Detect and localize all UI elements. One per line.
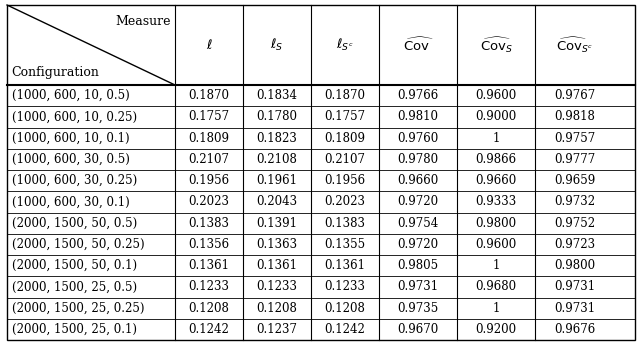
Text: 0.9680: 0.9680 <box>476 280 516 293</box>
Text: 0.1363: 0.1363 <box>257 238 298 251</box>
Text: 0.9818: 0.9818 <box>554 110 595 124</box>
Text: 0.1361: 0.1361 <box>257 259 298 272</box>
Text: 0.1809: 0.1809 <box>324 132 365 145</box>
Text: 0.1233: 0.1233 <box>257 280 298 293</box>
Text: 0.9800: 0.9800 <box>554 259 595 272</box>
Text: 0.2023: 0.2023 <box>189 195 230 208</box>
Text: 0.9766: 0.9766 <box>397 89 438 102</box>
Text: 0.9660: 0.9660 <box>397 174 438 187</box>
Text: 0.1242: 0.1242 <box>324 323 365 336</box>
Text: 0.2043: 0.2043 <box>257 195 298 208</box>
Text: Configuration: Configuration <box>11 66 99 79</box>
Text: 0.1361: 0.1361 <box>324 259 365 272</box>
Text: 0.9600: 0.9600 <box>476 89 516 102</box>
Text: 0.1356: 0.1356 <box>188 238 230 251</box>
Text: (2000, 1500, 25, 0.5): (2000, 1500, 25, 0.5) <box>12 280 137 293</box>
Text: 1: 1 <box>492 132 500 145</box>
Text: 0.9777: 0.9777 <box>554 153 595 166</box>
Text: (2000, 1500, 25, 0.1): (2000, 1500, 25, 0.1) <box>12 323 137 336</box>
Text: (2000, 1500, 50, 0.5): (2000, 1500, 50, 0.5) <box>12 217 137 230</box>
Text: 0.1391: 0.1391 <box>257 217 298 230</box>
Text: 0.1208: 0.1208 <box>324 302 365 315</box>
Text: 0.9810: 0.9810 <box>397 110 438 124</box>
Text: 0.2107: 0.2107 <box>324 153 365 166</box>
Text: 0.9735: 0.9735 <box>397 302 438 315</box>
Text: 0.1237: 0.1237 <box>257 323 298 336</box>
Text: 0.9720: 0.9720 <box>397 195 438 208</box>
Text: 0.9670: 0.9670 <box>397 323 438 336</box>
Text: 0.9757: 0.9757 <box>554 132 595 145</box>
Text: 0.9600: 0.9600 <box>476 238 516 251</box>
Text: (2000, 1500, 25, 0.25): (2000, 1500, 25, 0.25) <box>12 302 145 315</box>
Text: 0.9660: 0.9660 <box>476 174 516 187</box>
Text: (1000, 600, 30, 0.1): (1000, 600, 30, 0.1) <box>12 195 130 208</box>
Text: 0.9731: 0.9731 <box>397 280 438 293</box>
Text: 0.1208: 0.1208 <box>189 302 229 315</box>
Text: 0.1870: 0.1870 <box>324 89 365 102</box>
Text: (1000, 600, 10, 0.1): (1000, 600, 10, 0.1) <box>12 132 130 145</box>
Text: 0.2108: 0.2108 <box>257 153 298 166</box>
Text: $\widehat{\mathrm{Cov}}_{S^c}$: $\widehat{\mathrm{Cov}}_{S^c}$ <box>556 35 593 55</box>
Text: 0.2023: 0.2023 <box>324 195 365 208</box>
Text: 0.9720: 0.9720 <box>397 238 438 251</box>
Text: 0.1823: 0.1823 <box>257 132 298 145</box>
Text: 0.1757: 0.1757 <box>324 110 365 124</box>
Text: (1000, 600, 10, 0.25): (1000, 600, 10, 0.25) <box>12 110 137 124</box>
Text: 0.9767: 0.9767 <box>554 89 595 102</box>
Text: 0.9752: 0.9752 <box>554 217 595 230</box>
Text: 0.1757: 0.1757 <box>188 110 230 124</box>
Text: 1: 1 <box>492 259 500 272</box>
Text: $\ell_{S^c}$: $\ell_{S^c}$ <box>336 37 354 53</box>
Text: 0.1233: 0.1233 <box>324 280 365 293</box>
Text: 0.9732: 0.9732 <box>554 195 595 208</box>
Text: 0.1361: 0.1361 <box>189 259 230 272</box>
Text: 0.1870: 0.1870 <box>189 89 230 102</box>
Text: 0.9659: 0.9659 <box>554 174 595 187</box>
Text: 1: 1 <box>492 302 500 315</box>
Text: 0.1961: 0.1961 <box>257 174 298 187</box>
Text: (1000, 600, 30, 0.25): (1000, 600, 30, 0.25) <box>12 174 137 187</box>
Text: 0.9731: 0.9731 <box>554 302 595 315</box>
Text: 0.9866: 0.9866 <box>476 153 516 166</box>
Text: 0.9200: 0.9200 <box>476 323 516 336</box>
Text: 0.1233: 0.1233 <box>189 280 230 293</box>
Text: 0.9780: 0.9780 <box>397 153 438 166</box>
Text: 0.1355: 0.1355 <box>324 238 365 251</box>
Text: (1000, 600, 10, 0.5): (1000, 600, 10, 0.5) <box>12 89 130 102</box>
Text: 0.1383: 0.1383 <box>189 217 230 230</box>
Text: (2000, 1500, 50, 0.25): (2000, 1500, 50, 0.25) <box>12 238 145 251</box>
Text: 0.1956: 0.1956 <box>324 174 365 187</box>
Text: 0.9800: 0.9800 <box>476 217 516 230</box>
Text: 0.9760: 0.9760 <box>397 132 438 145</box>
Text: $\widehat{\mathrm{Cov}}_S$: $\widehat{\mathrm{Cov}}_S$ <box>479 35 513 55</box>
Text: 0.1834: 0.1834 <box>257 89 298 102</box>
Text: 0.9731: 0.9731 <box>554 280 595 293</box>
Text: 0.1780: 0.1780 <box>257 110 298 124</box>
Text: $\widehat{\mathrm{Cov}}$: $\widehat{\mathrm{Cov}}$ <box>403 36 433 54</box>
Text: (1000, 600, 30, 0.5): (1000, 600, 30, 0.5) <box>12 153 130 166</box>
Text: 0.9723: 0.9723 <box>554 238 595 251</box>
Text: 0.1956: 0.1956 <box>188 174 230 187</box>
Text: $\ell$: $\ell$ <box>205 38 212 52</box>
Text: 0.1383: 0.1383 <box>324 217 365 230</box>
Text: (2000, 1500, 50, 0.1): (2000, 1500, 50, 0.1) <box>12 259 137 272</box>
Text: 0.9805: 0.9805 <box>397 259 438 272</box>
Text: 0.9333: 0.9333 <box>476 195 516 208</box>
Text: 0.2107: 0.2107 <box>189 153 230 166</box>
Text: 0.9754: 0.9754 <box>397 217 438 230</box>
Text: 0.1242: 0.1242 <box>189 323 229 336</box>
Text: 0.9676: 0.9676 <box>554 323 595 336</box>
Text: 0.1208: 0.1208 <box>257 302 298 315</box>
Text: Measure: Measure <box>115 15 171 28</box>
Text: $\ell_S$: $\ell_S$ <box>270 37 284 53</box>
Text: 0.9000: 0.9000 <box>476 110 516 124</box>
Text: 0.1809: 0.1809 <box>189 132 230 145</box>
